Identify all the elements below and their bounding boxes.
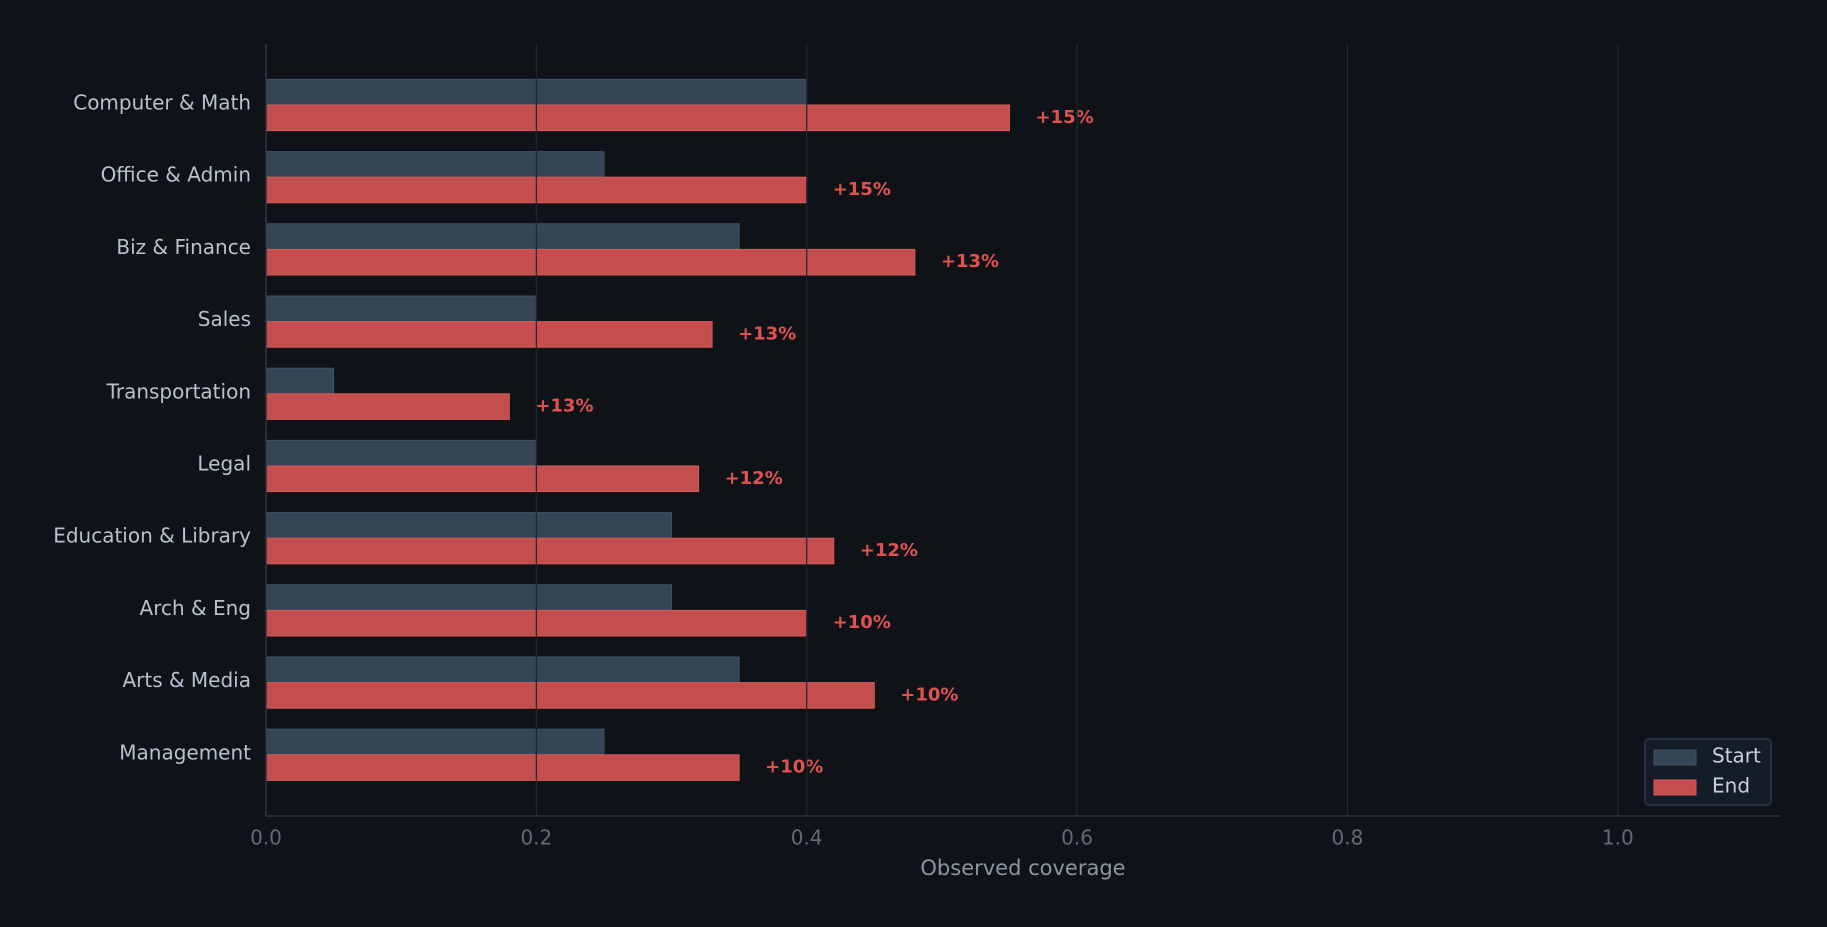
value-label: +13% <box>941 251 999 272</box>
x-tick-label: 0.2 <box>520 826 552 850</box>
value-label: +13% <box>738 323 796 344</box>
bar <box>265 656 740 684</box>
bar <box>265 295 537 323</box>
y-tick-label: Sales <box>198 307 251 331</box>
value-label: +10% <box>833 612 891 633</box>
bar <box>265 465 700 493</box>
bar <box>265 682 875 709</box>
y-tick-label: Computer & Math <box>73 91 251 115</box>
bar <box>265 537 835 565</box>
y-tick-label: Office & Admin <box>101 163 251 187</box>
x-tick-label: 0.4 <box>791 826 823 850</box>
legend-swatch <box>1653 779 1697 796</box>
y-tick-label: Legal <box>197 452 251 476</box>
bar <box>265 248 916 276</box>
x-tick-label: 0.0 <box>250 826 282 850</box>
legend-label: Start <box>1712 744 1761 768</box>
bar <box>265 584 673 611</box>
legend-label: End <box>1712 774 1750 798</box>
bar <box>265 393 510 420</box>
value-label: +15% <box>833 179 891 200</box>
y-tick-label: Biz & Finance <box>116 235 251 259</box>
x-axis-label: Observed coverage <box>920 856 1125 880</box>
y-tick-label: Transportation <box>106 379 251 403</box>
value-label: +12% <box>860 540 918 561</box>
x-tick-label: 1.0 <box>1602 826 1634 850</box>
x-tick-label: 0.6 <box>1061 826 1093 850</box>
value-label: +10% <box>900 684 958 705</box>
y-tick-label: Management <box>119 740 251 764</box>
bar <box>265 439 537 467</box>
bar <box>265 223 740 250</box>
y-tick-label: Arts & Media <box>122 668 251 692</box>
y-tick-label: Education & Library <box>53 524 251 548</box>
value-label: +15% <box>1035 107 1093 128</box>
bar <box>265 512 673 539</box>
value-label: +13% <box>535 396 593 417</box>
bar <box>265 104 1010 132</box>
bar <box>265 728 605 756</box>
x-tick-label: 0.8 <box>1332 826 1364 850</box>
value-label: +12% <box>725 468 783 489</box>
value-label: +10% <box>765 757 823 778</box>
y-tick-label: Arch & Eng <box>140 596 251 620</box>
bar <box>265 321 713 348</box>
bar <box>265 367 335 395</box>
bar <box>265 151 605 178</box>
bar <box>265 754 740 781</box>
legend-swatch <box>1653 749 1697 766</box>
